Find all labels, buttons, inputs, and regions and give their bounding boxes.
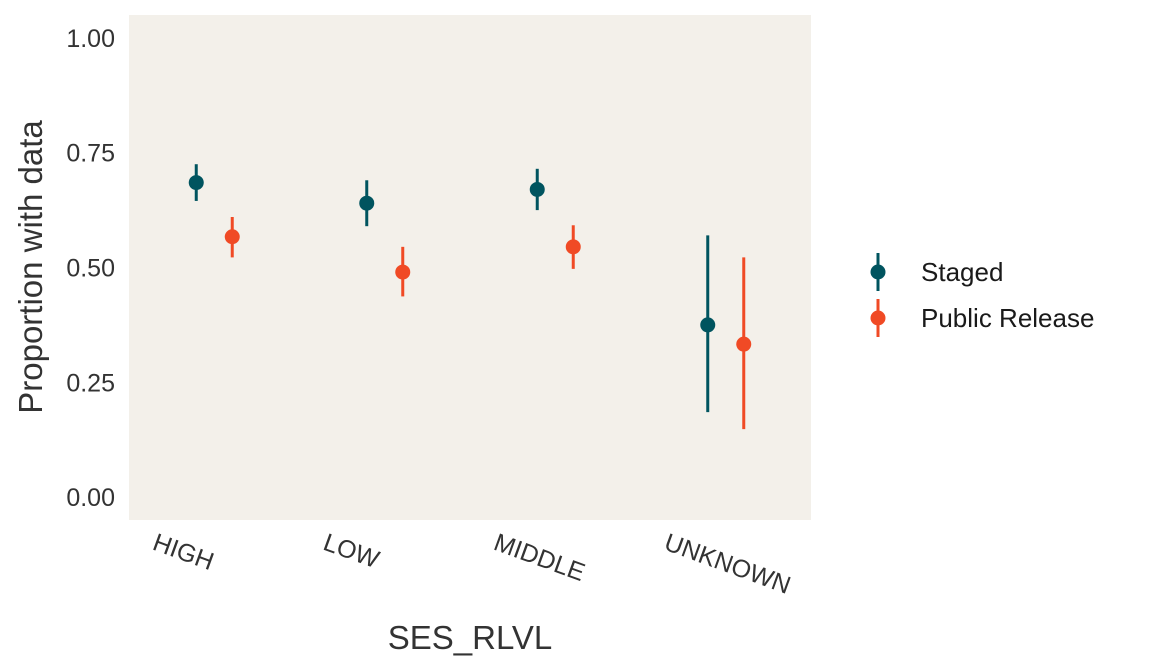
data-point	[700, 317, 716, 333]
x-tick-label: UNKNOWN	[661, 528, 795, 599]
data-point	[188, 175, 204, 191]
plot-panel	[129, 15, 811, 520]
y-tick-label: 0.75	[66, 140, 115, 168]
data-point	[736, 336, 752, 352]
legend-key-point	[870, 264, 886, 280]
x-tick-label: LOW	[320, 528, 383, 574]
data-point	[565, 239, 581, 255]
data-point	[359, 195, 375, 211]
x-axis-title: SES_RLVL	[388, 619, 552, 656]
y-tick-label: 0.00	[66, 484, 115, 512]
legend: Staged Public Release	[870, 253, 1094, 337]
x-tick-label: MIDDLE	[490, 528, 588, 587]
x-tick-label: HIGH	[149, 528, 217, 576]
data-point	[529, 181, 545, 197]
legend-label: Public Release	[921, 303, 1094, 333]
y-tick-label: 0.50	[66, 255, 115, 283]
y-tick-label: 1.00	[66, 25, 115, 53]
data-point	[224, 229, 240, 245]
data-marks	[188, 164, 752, 430]
legend-key-point	[870, 310, 886, 326]
legend-label: Staged	[921, 257, 1003, 287]
y-axis-title: Proportion with data	[12, 120, 49, 414]
data-point	[395, 264, 411, 280]
y-axis: 0.00 0.25 0.50 0.75 1.00	[66, 25, 115, 512]
x-axis: HIGH LOW MIDDLE UNKNOWN	[149, 528, 794, 599]
y-tick-label: 0.25	[66, 369, 115, 397]
